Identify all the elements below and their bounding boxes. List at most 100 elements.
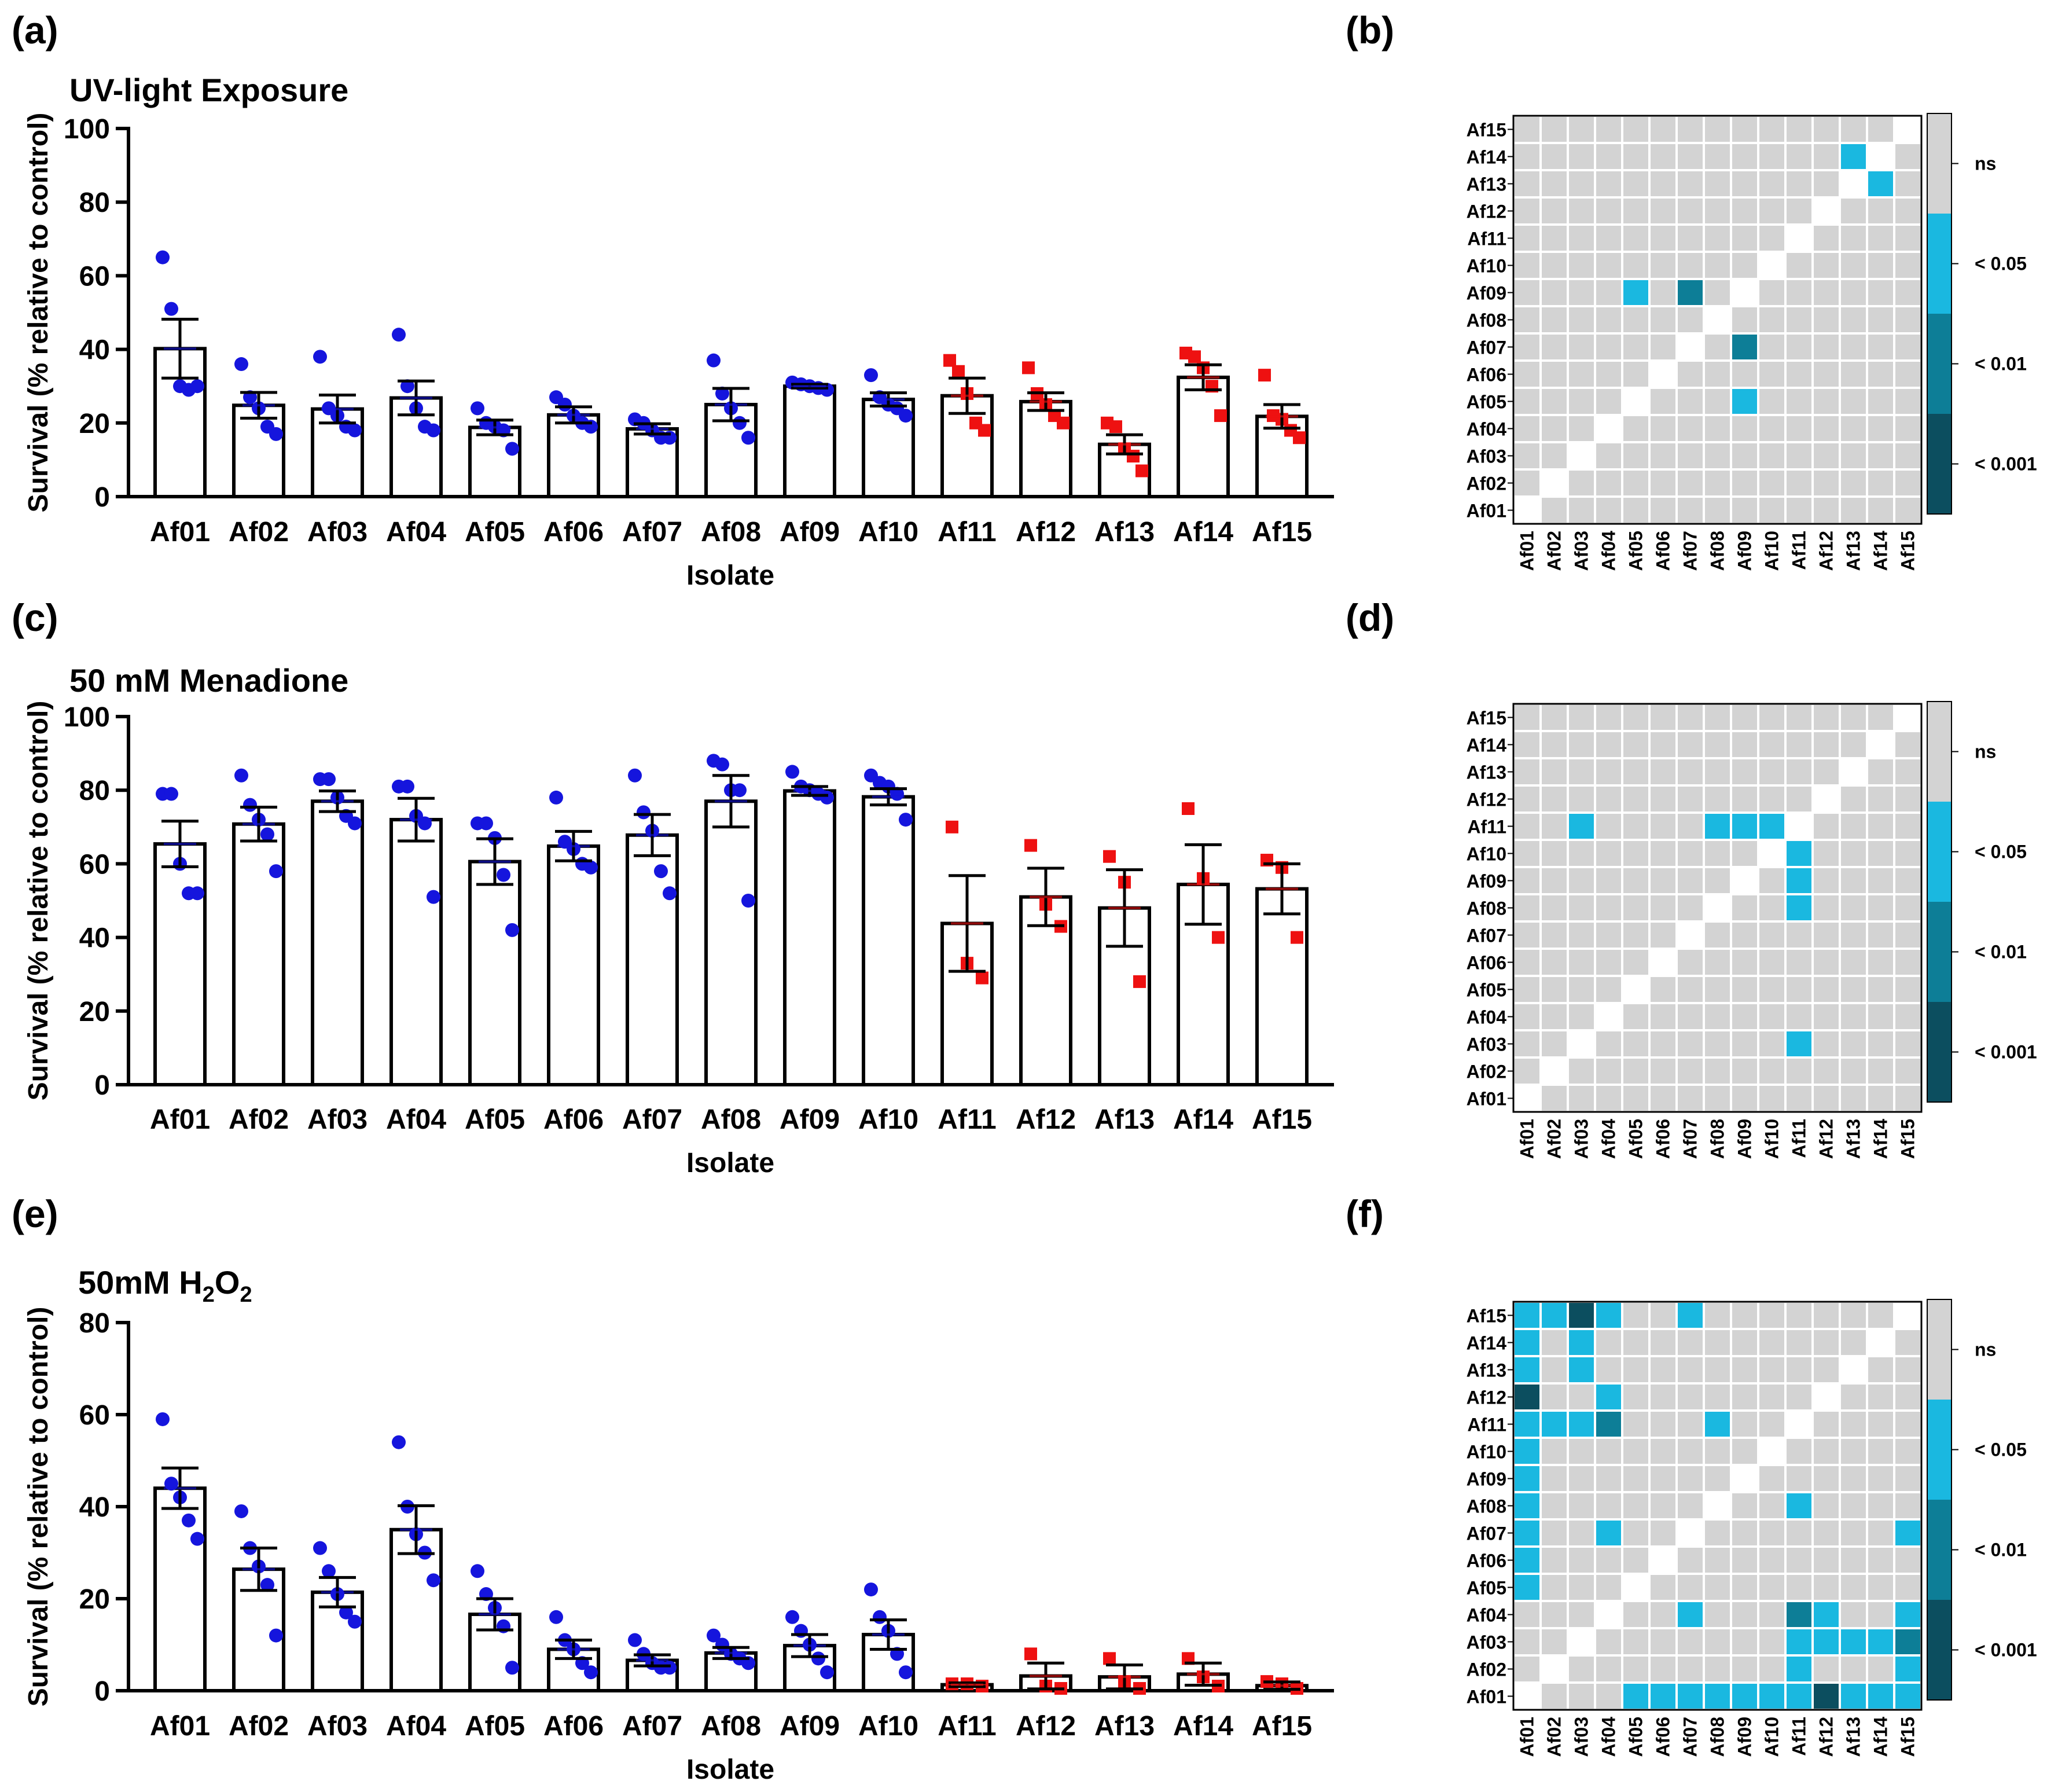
heatmap-cell: [1675, 115, 1705, 144]
heatmap-cell: [1675, 1328, 1705, 1357]
heatmap-cell: [1839, 1084, 1868, 1113]
heatmap-cell: [1893, 1328, 1923, 1357]
heatmap-cell: [1757, 1084, 1787, 1113]
heatmap-col-label: Af12: [1816, 531, 1837, 571]
heatmap-col-label: Af04: [1598, 531, 1619, 571]
heatmap-cell: [1757, 1491, 1787, 1521]
legend-swatch: [1927, 314, 1952, 414]
heatmap-cell: [1730, 223, 1759, 253]
data-point: [715, 386, 729, 401]
x-tick-label: Af07: [622, 1711, 682, 1742]
heatmap-cell: [1811, 811, 1841, 841]
x-tick-label: Af08: [701, 517, 761, 548]
heatmap-cell: [1893, 1627, 1923, 1657]
heatmap-row-label: Af01: [1467, 1687, 1506, 1707]
heatmap-cell: [1594, 730, 1623, 759]
heatmap-cell: [1811, 495, 1841, 525]
heatmap-cell: [1539, 1518, 1569, 1548]
heatmap-cell: [1866, 1600, 1895, 1629]
heatmap-cell: [1567, 1545, 1596, 1575]
heatmap-cell: [1757, 948, 1787, 977]
heatmap-cell: [1567, 251, 1596, 280]
heatmap-cell: [1539, 1382, 1569, 1412]
heatmap-cell: [1784, 1029, 1814, 1059]
heatmap-cell: [1757, 811, 1787, 841]
heatmap-cell: [1594, 1545, 1623, 1575]
data-point: [811, 1651, 825, 1666]
bar: [783, 789, 836, 1087]
heatmap-cell: [1703, 1056, 1732, 1086]
heatmap-cell: [1811, 1409, 1841, 1439]
heatmap-cell: [1567, 1464, 1596, 1493]
x-axis-label: Isolate: [686, 560, 774, 591]
x-tick-label: Af15: [1252, 1711, 1312, 1742]
heatmap-cell: [1675, 730, 1705, 759]
y-tick-label: 20: [79, 997, 110, 1027]
data-point: [1258, 369, 1271, 382]
heatmap-cell: [1757, 359, 1787, 389]
heatmap-cell: [1567, 495, 1596, 525]
x-tick-label: Af01: [150, 517, 210, 548]
legend-swatch: [1927, 1600, 1952, 1700]
heatmap-cell: [1866, 784, 1895, 814]
heatmap-cell: [1567, 839, 1596, 868]
heatmap-cell: [1839, 1627, 1868, 1657]
heatmap-col-label: Af04: [1598, 1119, 1619, 1159]
heatmap-cell: [1811, 1382, 1841, 1412]
heatmap-cell: [1784, 893, 1814, 923]
heatmap-cell: [1594, 251, 1623, 280]
data-point: [1024, 839, 1037, 852]
heatmap-cell: [1567, 1600, 1596, 1629]
heatmap-cell: [1648, 468, 1678, 498]
heatmap-cell: [1784, 866, 1814, 895]
heatmap-cell: [1539, 866, 1569, 895]
heatmap-cell: [1567, 1328, 1596, 1357]
y-tick-label: 0: [94, 1070, 110, 1101]
heatmap-cell: [1811, 1681, 1841, 1711]
heatmap-cell: [1730, 730, 1759, 759]
heatmap-col-label: Af04: [1598, 1717, 1619, 1757]
heatmap-cell: [1784, 414, 1814, 443]
heatmap-cell: [1567, 1573, 1596, 1602]
data-point: [952, 365, 965, 378]
heatmap-cell: [1703, 811, 1732, 841]
heatmap-cell: [1839, 920, 1868, 950]
x-axis-label: Isolate: [686, 1148, 774, 1178]
heatmap-cell: [1866, 1409, 1895, 1439]
heatmap-cell: [1675, 332, 1705, 362]
data-point: [733, 416, 747, 430]
heatmap-cell: [1893, 1681, 1923, 1711]
heatmap-cell: [1866, 1464, 1895, 1493]
heatmap-col-label: Af07: [1680, 1119, 1701, 1159]
legend-swatch: [1927, 414, 1952, 514]
heatmap-cell: [1621, 332, 1651, 362]
heatmap-cell: [1730, 142, 1759, 171]
heatmap-cell: [1839, 278, 1868, 307]
heatmap-cell: [1539, 975, 1569, 1004]
heatmap-row-label: Af15: [1467, 120, 1506, 141]
heatmap-cell: [1594, 1002, 1623, 1031]
heatmap-grid: [1512, 115, 1923, 525]
x-tick-label: Af02: [229, 1711, 289, 1742]
heatmap-cell: [1539, 1029, 1569, 1059]
heatmap-cell: [1675, 1002, 1705, 1031]
heatmap-cell: [1866, 495, 1895, 525]
bar: [232, 822, 285, 1087]
heatmap-col-label: Af08: [1707, 531, 1728, 571]
heatmap-cell: [1512, 1301, 1542, 1330]
x-tick-label: Af14: [1173, 1104, 1233, 1135]
bar: [153, 1486, 207, 1692]
heatmap-cell: [1757, 1328, 1787, 1357]
heatmap-cell: [1594, 414, 1623, 443]
panel-label: (e): [12, 1192, 58, 1235]
data-point: [1293, 431, 1306, 445]
heatmap-col-label: Af08: [1707, 1119, 1728, 1159]
y-tick-label: 40: [79, 335, 110, 366]
heatmap-cell: [1893, 1437, 1923, 1466]
heatmap-col-label: Af10: [1762, 1119, 1783, 1159]
heatmap-cell: [1621, 1464, 1651, 1493]
legend-label: < 0.05: [1975, 842, 2027, 862]
heatmap-cell: [1675, 811, 1705, 841]
heatmap-cell: [1539, 893, 1569, 923]
heatmap-cell: [1567, 142, 1596, 171]
